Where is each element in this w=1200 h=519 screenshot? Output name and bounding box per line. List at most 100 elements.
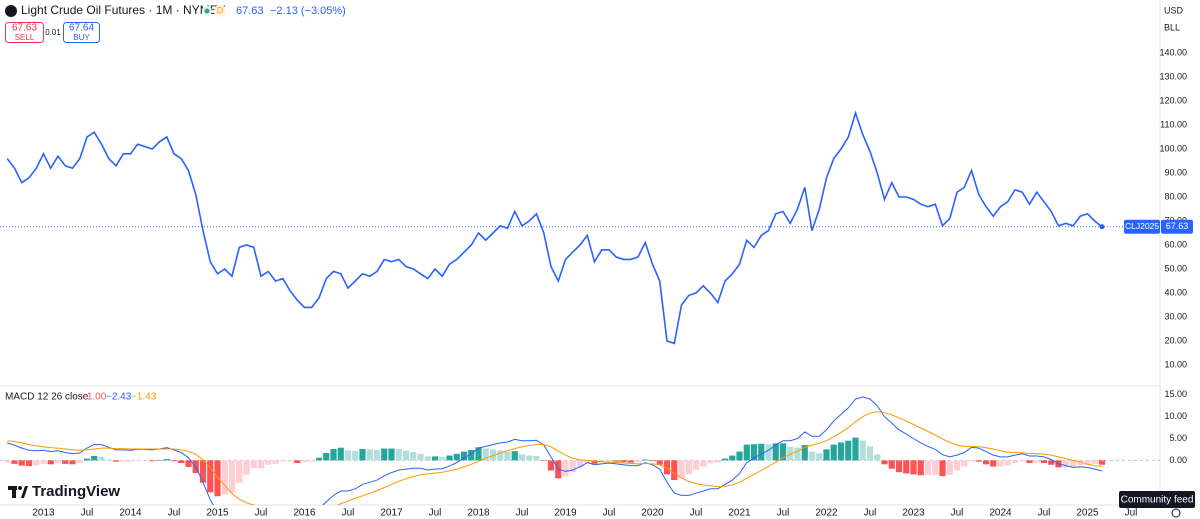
- histogram-bar: [127, 460, 134, 462]
- histogram-bar: [431, 456, 439, 461]
- histogram-bar: [591, 460, 598, 464]
- histogram-bar: [1062, 460, 1069, 468]
- histogram-bar: [475, 447, 482, 461]
- buy-button[interactable]: [63, 22, 100, 43]
- y-tick-label: 100.00: [1159, 143, 1187, 153]
- histogram-bar: [518, 454, 526, 461]
- histogram-bar: [315, 457, 323, 461]
- macd-legend-value: −1.00: [81, 392, 107, 403]
- histogram-bar: [178, 460, 185, 463]
- histogram-bar: [112, 460, 120, 462]
- histogram-bar: [787, 446, 794, 461]
- x-tick-label: Jul: [255, 508, 268, 519]
- sell-button[interactable]: [5, 22, 44, 43]
- histogram-bar: [395, 449, 402, 461]
- histogram-bar: [1040, 460, 1048, 463]
- histogram-bar: [105, 459, 112, 461]
- histogram-bar: [663, 460, 671, 475]
- histogram-bar: [54, 460, 62, 463]
- x-tick-label: 2024: [989, 508, 1012, 519]
- y-tick-label: 60.00: [1164, 239, 1187, 249]
- histogram-bar: [170, 460, 178, 462]
- unit[interactable]: BLL: [1164, 22, 1180, 32]
- x-tick-label: 2015: [206, 508, 229, 519]
- marks: 2013 Jul 2014 Jul 2015 Jul 2016 Jul 2017 Jul 2018 J…: [0, 47, 1187, 519]
- macd-legend-value: −2.43: [106, 392, 132, 403]
- macd-line: [7, 411, 1103, 505]
- histogram-bar: [69, 460, 76, 465]
- histogram-bar: [743, 444, 750, 461]
- histogram-bar: [410, 452, 417, 461]
- symbol-tag-text: CLJ2025: [1125, 221, 1159, 231]
- histogram-bar: [1077, 460, 1084, 466]
- x-tick-label: Jul: [81, 508, 94, 519]
- histogram-bar: [634, 460, 642, 463]
- histogram-bar: [678, 460, 685, 478]
- histogram-bar: [671, 460, 678, 481]
- badge-bg: [214, 5, 226, 17]
- histogram-bar: [156, 460, 163, 461]
- x-tick-label: 2021: [728, 508, 751, 519]
- histogram-bar: [540, 460, 547, 461]
- x-tick-label: Jul: [1125, 508, 1138, 519]
- x-tick-label: 2025: [1076, 508, 1099, 519]
- histogram-bar: [750, 444, 758, 461]
- currency[interactable]: USD: [1164, 5, 1184, 15]
- histogram-bar: [4, 460, 11, 463]
- histogram-bar: [373, 449, 381, 461]
- histogram-bar: [736, 451, 743, 461]
- settings-icon[interactable]: [1171, 508, 1181, 518]
- histogram-bar: [772, 443, 779, 461]
- histogram-bar: [424, 456, 431, 461]
- macd-pane: [4, 396, 1106, 505]
- histogram-bar: [141, 460, 149, 461]
- histogram-bar: [33, 460, 40, 466]
- histogram-bar: [330, 449, 337, 461]
- histogram-bar: [1026, 460, 1033, 463]
- histogram-bar: [576, 460, 584, 468]
- histogram-bar: [214, 460, 221, 497]
- histogram-bar: [228, 460, 236, 493]
- histogram-bar: [207, 460, 214, 493]
- histogram-bar: [439, 456, 446, 461]
- histogram-bar: [489, 449, 497, 461]
- histogram-bar: [845, 440, 852, 461]
- histogram-bar: [642, 459, 649, 461]
- histogram-bar: [903, 460, 910, 474]
- histogram-bar: [859, 440, 866, 461]
- histogram-bar: [685, 460, 692, 475]
- x-tick-label: Jul: [690, 508, 703, 519]
- histogram-bar: [511, 451, 518, 461]
- x-tick-label: Jul: [1038, 508, 1051, 519]
- tooltip: [1119, 491, 1195, 508]
- histogram-bar: [185, 460, 192, 467]
- histogram-bar: [649, 460, 656, 462]
- tooltip-text: Community feed: [1121, 495, 1194, 506]
- histogram-bar: [961, 460, 968, 467]
- y-tick-label: 130.00: [1159, 71, 1187, 81]
- x-tick-label: 2016: [293, 508, 316, 519]
- histogram-bar: [1048, 460, 1055, 465]
- price-tag-text: 67.63: [1166, 221, 1189, 231]
- x-tick-label: 2014: [119, 508, 142, 519]
- histogram-bar: [939, 460, 946, 477]
- histogram-bar: [946, 460, 953, 475]
- histogram-bar: [83, 458, 91, 461]
- macd-title: MACD 12 26 close: [5, 392, 89, 403]
- histogram-bar: [417, 453, 424, 461]
- histogram-bar: [714, 460, 721, 463]
- y-tick-label: 50.00: [1164, 263, 1187, 273]
- y-tick-label: 0.00: [1169, 455, 1187, 465]
- histogram-bar: [569, 460, 576, 473]
- last-point: [1099, 224, 1105, 230]
- y-tick-label: 15.00: [1164, 389, 1187, 399]
- histogram-bar: [163, 459, 170, 461]
- histogram-bar: [120, 460, 127, 462]
- histogram-bar: [279, 460, 286, 462]
- histogram-bar: [816, 453, 823, 461]
- histogram-bar: [352, 450, 359, 461]
- buy-label: BUY: [73, 33, 90, 42]
- symbol-title[interactable]: Light Crude Oil Futures · 1M · NYMEX: [21, 3, 226, 17]
- histogram-bar: [1011, 460, 1019, 463]
